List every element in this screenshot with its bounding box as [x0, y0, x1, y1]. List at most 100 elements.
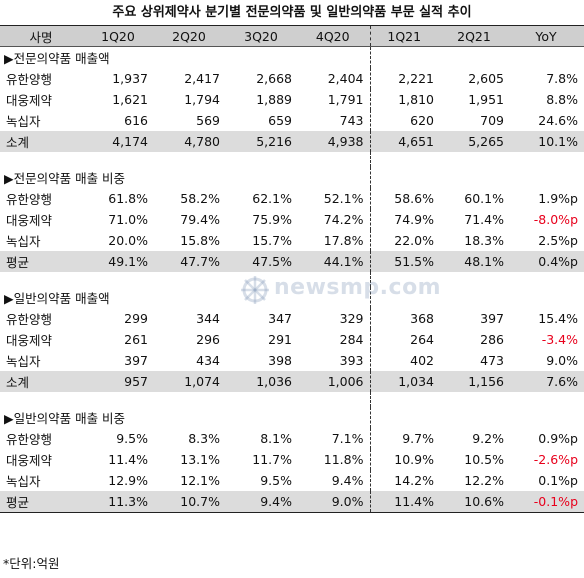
- table-row: 대웅제약 1,621 1,794 1,889 1,791 1,810 1,951 8.8%: [0, 89, 584, 110]
- yoy-value: 0.4%p: [510, 251, 584, 272]
- quarter-value: 434: [196, 353, 220, 368]
- company-name: 대웅제약: [6, 453, 53, 468]
- quarter-value: 71.4%: [464, 212, 504, 227]
- empty-cell: [369, 46, 440, 68]
- gap-cell: [0, 392, 84, 407]
- quarter-value: 12.9%: [108, 473, 148, 488]
- quarter-value: 5,265: [440, 131, 510, 152]
- quarter-value: 1,074: [154, 371, 226, 392]
- quarter-value: 14.2%: [369, 470, 440, 491]
- summary-row: 평균 11.3% 10.7% 9.4% 9.0% 11.4% 10.6% -0.1%p: [0, 491, 584, 513]
- quarter-value: 398: [268, 353, 292, 368]
- quarter-value: 52.1%: [323, 191, 364, 206]
- yoy-value: -2.6%p: [533, 452, 578, 467]
- section-title: ▶일반의약품 매출액: [4, 291, 110, 306]
- gap-cell: [298, 272, 370, 287]
- quarter-value: 47.5%: [226, 251, 298, 272]
- quarter-value: 368: [369, 308, 440, 329]
- company-name: 유한양행: [6, 432, 53, 447]
- quarter-value: 4,174: [84, 131, 154, 152]
- company-name: 유한양행: [6, 312, 53, 327]
- gap-cell: [154, 152, 226, 167]
- yoy-value: 2.5%p: [538, 233, 578, 248]
- gap-cell: [226, 152, 298, 167]
- header-col-5: 1Q21: [369, 25, 440, 47]
- company-name: 녹십자: [6, 354, 41, 369]
- quarter-value: 1,034: [369, 371, 440, 392]
- quarter-value: 58.6%: [369, 188, 440, 209]
- table-title: 주요 상위제약사 분기별 전문의약품 및 일반의약품 부문 실적 추이: [112, 5, 472, 20]
- table-row: 대웅제약 261 296 291 284 264 286 -3.4%: [0, 329, 584, 350]
- quarter-value: 44.1%: [298, 251, 370, 272]
- quarter-value: 79.4%: [180, 212, 220, 227]
- quarter-value: 9.5%: [116, 431, 148, 446]
- gap-cell: [298, 392, 370, 407]
- section-gap: [0, 392, 584, 407]
- section-title: ▶전문의약품 매출 비중: [4, 171, 126, 186]
- gap-cell: [440, 272, 510, 287]
- quarter-value: 7.1%: [331, 431, 364, 446]
- quarter-value: 51.5%: [369, 251, 440, 272]
- quarter-value: 709: [480, 113, 504, 128]
- quarter-value: 291: [268, 332, 292, 347]
- data-table: 사명 1Q20 2Q20 3Q20 4Q20 1Q21 2Q21 YoY ▶전문의약품 매출액…: [0, 25, 584, 513]
- yoy-value: 24.6%: [538, 113, 578, 128]
- gap-cell: [0, 272, 84, 287]
- quarter-value: 1,794: [184, 92, 220, 107]
- quarter-value: 329: [339, 311, 364, 326]
- quarter-value: 296: [196, 332, 220, 347]
- section-title-row: ▶전문의약품 매출액: [0, 46, 584, 68]
- table-row: 유한양행 61.8% 58.2% 62.1% 52.1% 58.6% 60.1% 1.9%p: [0, 188, 584, 209]
- empty-cell: [369, 167, 440, 188]
- quarter-value: 9.2%: [472, 431, 504, 446]
- quarter-value: 261: [124, 332, 148, 347]
- quarter-value: 10.6%: [440, 491, 510, 513]
- quarter-value: 957: [84, 371, 154, 392]
- quarter-value: 397: [480, 311, 504, 326]
- gap-cell: [84, 272, 154, 287]
- empty-cell: [440, 287, 510, 308]
- quarter-value: 4,780: [154, 131, 226, 152]
- quarter-value: 743: [339, 113, 364, 128]
- quarter-value: 286: [480, 332, 504, 347]
- section-gap: [0, 272, 584, 287]
- gap-cell: [84, 392, 154, 407]
- quarter-value: 4,651: [369, 131, 440, 152]
- yoy-value: -3.4%: [541, 332, 578, 347]
- company-name: 유한양행: [6, 72, 53, 87]
- quarter-value: 49.1%: [84, 251, 154, 272]
- quarter-value: 20.0%: [108, 233, 148, 248]
- gap-cell: [369, 272, 440, 287]
- yoy-value: 0.1%p: [538, 473, 578, 488]
- empty-cell: [440, 407, 510, 428]
- summary-row: 소계 4,174 4,780 5,216 4,938 4,651 5,265 10.1%: [0, 131, 584, 152]
- quarter-value: 15.8%: [180, 233, 220, 248]
- quarter-value: 9.5%: [260, 473, 292, 488]
- quarter-value: 2,417: [184, 71, 220, 86]
- gap-cell: [440, 392, 510, 407]
- quarter-value: 71.0%: [108, 212, 148, 227]
- header-col-6: 2Q21: [440, 25, 510, 47]
- quarter-value: 62.1%: [252, 191, 292, 206]
- quarter-value: 2,605: [468, 71, 504, 86]
- quarter-value: 47.7%: [154, 251, 226, 272]
- table-row: 녹십자 12.9% 12.1% 9.5% 9.4% 14.2% 12.2% 0.1%p: [0, 470, 584, 491]
- quarter-value: 8.3%: [188, 431, 220, 446]
- company-name: 대웅제약: [6, 213, 53, 228]
- quarter-value: 569: [196, 113, 220, 128]
- quarter-value: 9.0%: [298, 491, 370, 513]
- gap-cell: [84, 152, 154, 167]
- company-name: 소계: [0, 371, 84, 392]
- gap-cell: [226, 272, 298, 287]
- summary-row: 평균 49.1% 47.7% 47.5% 44.1% 51.5% 48.1% 0.4%p: [0, 251, 584, 272]
- empty-cell: [369, 287, 440, 308]
- yoy-value: 7.6%: [510, 371, 584, 392]
- quarter-value: 74.9%: [369, 209, 440, 230]
- quarter-value: 393: [339, 353, 364, 368]
- quarter-value: 1,951: [468, 92, 504, 107]
- quarter-value: 13.1%: [180, 452, 220, 467]
- table-row: 녹십자 20.0% 15.8% 15.7% 17.8% 22.0% 18.3% 2.5%p: [0, 230, 584, 251]
- section-gap: [0, 152, 584, 167]
- quarter-value: 18.3%: [464, 233, 504, 248]
- section-title-row: ▶일반의약품 매출 비중: [0, 407, 584, 428]
